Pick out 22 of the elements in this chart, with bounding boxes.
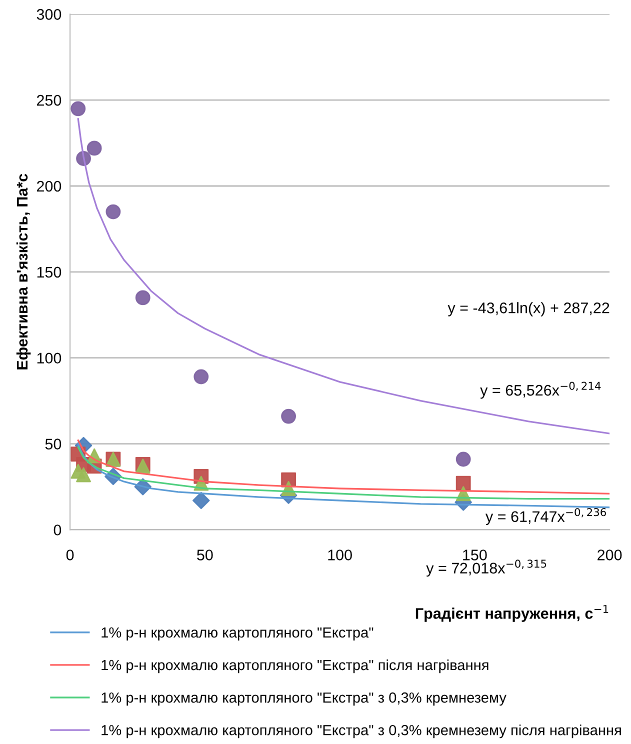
x-tick-label: 200 [598, 550, 622, 560]
y-tick-label: 150 [37, 266, 62, 278]
y-tick-label: 100 [37, 352, 62, 364]
legend-label: 1% р-н крохмалю картопляного "Екстра" [102, 627, 374, 641]
legend-label: 1% р-н крохмалю картопляного "Екстра" з 0,3% кремнезему після нагрівання [102, 724, 621, 738]
x-tick-label: 0 [66, 550, 74, 560]
annotation: y = 65,526x$^{−0,214}$ [480, 382, 601, 399]
text: y = 72,018x$^{−0,315}$ [426, 560, 546, 577]
annotation: y = -43,61ln(x) + 287,22 [448, 302, 610, 316]
y-tick-label: 200 [36, 180, 62, 192]
x-tick-label: 150 [463, 550, 487, 560]
legend-label: 1% р-н крохмалю картопляного "Екстра" з 0,3% кремнезему [102, 692, 506, 706]
x-tick-label: 50 [197, 550, 213, 560]
y-tick-label: 250 [36, 94, 62, 106]
y-axis-title: Ефективна в'язкість, Па*с [16, 174, 31, 370]
y-tick-label: 50 [45, 438, 62, 450]
annotation: y = 61,747x$^{−0,236}$ [486, 508, 606, 526]
x-axis-title: Градієнт напруження, с$^{−1}$ [416, 605, 608, 622]
y-tick-label: 300 [36, 9, 62, 20]
x-tick-label: 100 [328, 550, 352, 560]
legend-label: 1% р-н крохмалю картопляного "Екстра" після нагрівання [102, 659, 488, 674]
y-tick-label: 0 [54, 524, 62, 536]
